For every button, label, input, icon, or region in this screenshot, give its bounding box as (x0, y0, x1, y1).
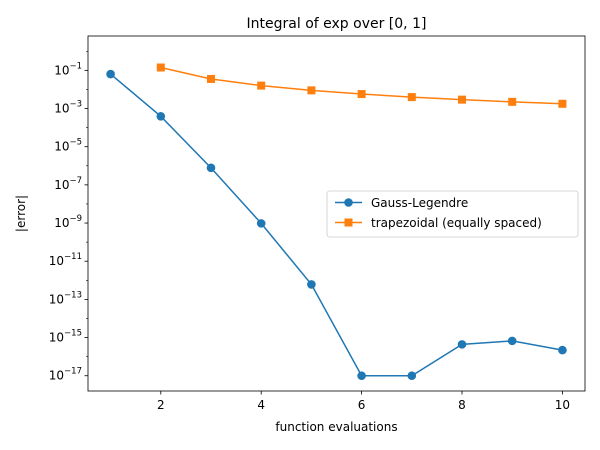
legend-marker (344, 198, 353, 207)
data-point (457, 340, 467, 349)
y-tick-label-exponent: −13 (64, 290, 82, 300)
y-tick-label: 10−7 (54, 176, 82, 192)
y-tick-label-base: 10 (49, 331, 64, 345)
x-axis-label: function evaluations (275, 420, 397, 434)
data-point (106, 69, 115, 79)
x-tick-label: 2 (157, 398, 165, 412)
y-tick-label-base: 10 (49, 292, 64, 306)
data-point (458, 95, 467, 104)
data-point (558, 99, 567, 108)
y-tick-label: 10−3 (54, 100, 82, 116)
y-tick-label-base: 10 (54, 178, 69, 192)
legend-label: Gauss-Legendre (371, 196, 468, 210)
y-tick-label-base: 10 (54, 102, 69, 116)
x-tick-label: 8 (458, 398, 466, 412)
y-axis-label: |error| (14, 195, 28, 232)
y-tick-label: 10−17 (49, 367, 82, 383)
data-point (407, 371, 417, 381)
legend-box (326, 190, 579, 238)
series-trapezoidal (156, 63, 567, 108)
legend-item: Gauss-Legendre (335, 196, 468, 210)
data-point (407, 93, 416, 102)
y-tick-label-exponent: −17 (64, 367, 82, 377)
y-tick-label: 10−1 (54, 61, 82, 77)
y-tick-label-base: 10 (54, 140, 69, 154)
plot-frame (87, 35, 586, 392)
y-tick-label-exponent: −1 (69, 61, 82, 71)
y-tick-label: 10−15 (49, 329, 82, 345)
series-line (110, 73, 563, 377)
x-axis-ticks: 2 4 6 8 10 (157, 391, 570, 412)
y-tick-label-base: 10 (54, 216, 69, 230)
y-tick-label: 10−9 (54, 214, 82, 230)
legend: Gauss-Legendre trapezoidal (equally space… (326, 190, 579, 238)
chart-title: Integral of exp over [0, 1] (247, 16, 427, 32)
x-tick-label: 6 (358, 398, 366, 412)
data-point (256, 219, 266, 228)
data-point (357, 90, 366, 99)
legend-label: trapezoidal (equally spaced) (371, 216, 542, 230)
y-tick-label-base: 10 (49, 254, 64, 268)
data-point (206, 74, 215, 83)
x-tick-label: 10 (555, 398, 570, 412)
legend-marker (344, 218, 353, 227)
x-tick-label: 4 (257, 398, 265, 412)
y-tick-label-exponent: −5 (69, 138, 82, 148)
y-tick-label-exponent: −9 (69, 214, 82, 224)
data-point (156, 112, 166, 121)
data-point (357, 371, 366, 381)
data-point (558, 345, 567, 355)
series-gauss-legendre (106, 69, 567, 381)
data-point (508, 97, 517, 106)
data-point (156, 63, 165, 72)
y-tick-label-exponent: −3 (69, 100, 82, 110)
data-point (307, 280, 316, 289)
data-point (307, 86, 316, 95)
y-tick-label: 10−11 (49, 252, 82, 268)
y-tick-label: 10−13 (49, 290, 82, 306)
series-layer (106, 63, 567, 381)
y-tick-label-exponent: −11 (64, 252, 82, 262)
y-tick-label-base: 10 (49, 369, 64, 383)
y-tick-label: 10−5 (54, 138, 82, 154)
y-tick-label-exponent: −7 (69, 176, 82, 186)
y-tick-label-exponent: −15 (64, 329, 82, 339)
legend-item: trapezoidal (equally spaced) (335, 216, 542, 230)
y-tick-label-base: 10 (54, 63, 69, 77)
data-point (206, 163, 216, 173)
data-point (507, 336, 517, 346)
data-point (257, 81, 266, 90)
